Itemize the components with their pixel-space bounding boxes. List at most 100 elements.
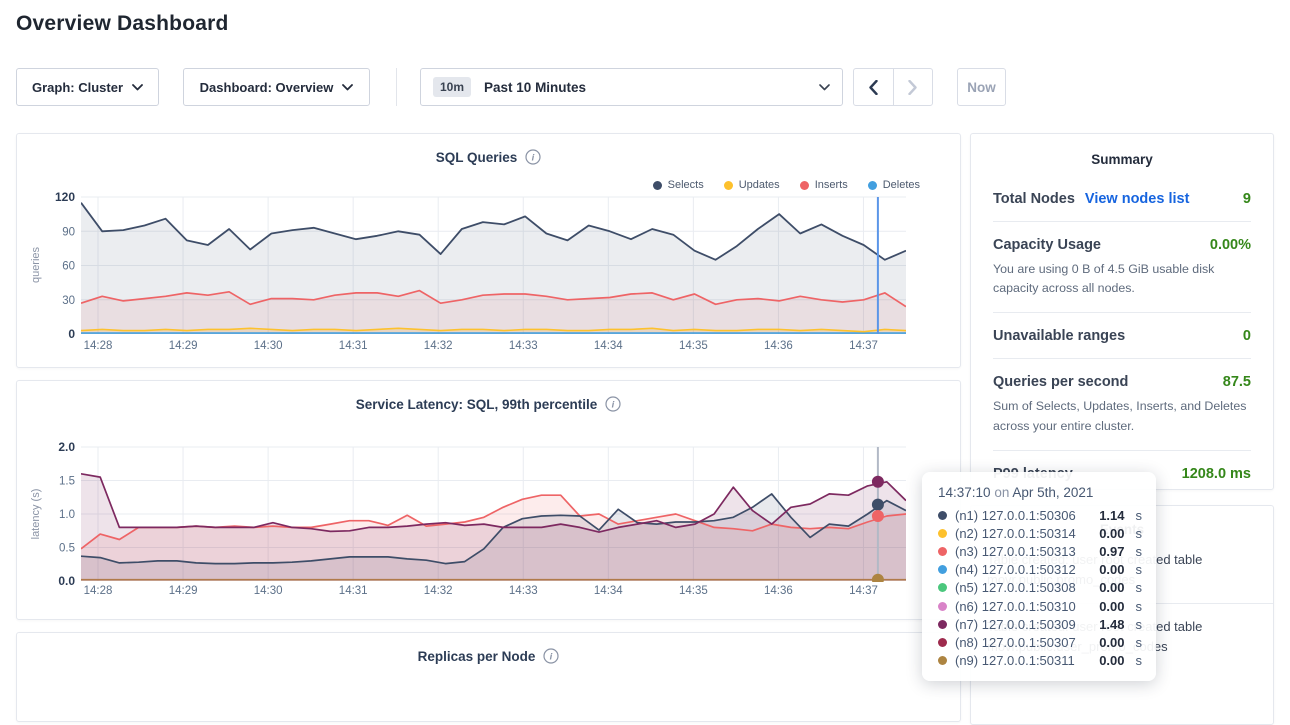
- summary-label: Total Nodes: [993, 191, 1075, 207]
- summary-value: 0: [1242, 328, 1251, 345]
- summary-label: Capacity Usage: [993, 237, 1101, 253]
- summary-title: Summary: [1091, 152, 1153, 167]
- node-latency-value: 0.00: [1099, 653, 1125, 669]
- svg-text:i: i: [532, 152, 535, 163]
- svg-text:14:37: 14:37: [849, 340, 878, 352]
- legend-label: Selects: [667, 179, 704, 191]
- time-step-buttons: [853, 68, 933, 106]
- node-color-dot: [938, 528, 947, 538]
- info-icon[interactable]: i: [525, 149, 541, 165]
- tooltip-node-row: (n9) 127.0.0.1:50311 0.00 s: [938, 652, 1142, 670]
- graph-selector-label: Graph: Cluster: [31, 79, 123, 95]
- svg-text:30: 30: [62, 295, 75, 307]
- previous-time-button[interactable]: [854, 69, 893, 105]
- chevron-right-icon: [908, 79, 917, 95]
- node-color-dot: [938, 510, 947, 520]
- node-address: (n8) 127.0.0.1:50307: [955, 634, 1076, 650]
- svg-text:latency (s): latency (s): [30, 489, 42, 540]
- tooltip-node-row: (n5) 127.0.0.1:50308 0.00 s: [938, 579, 1142, 597]
- node-latency-unit: s: [1135, 653, 1143, 669]
- service-latency-chart[interactable]: 0.0 0.5 1.0 1.5 2.0 14:28 14:29 14:30 14:31 14:32…: [17, 381, 960, 619]
- chart-title-text: Service Latency: SQL, 99th percentile: [355, 396, 598, 412]
- tooltip-node-row: (n4) 127.0.0.1:50312 0.00 s: [938, 561, 1142, 579]
- tooltip-node-row: (n7) 127.0.0.1:50309 1.48 s: [938, 615, 1142, 633]
- svg-text:14:34: 14:34: [594, 585, 623, 597]
- chevron-down-icon: [819, 83, 830, 91]
- service-latency-card: Service Latency: SQL, 99th percentile i …: [16, 380, 961, 620]
- time-range-badge: 10m: [433, 77, 472, 97]
- svg-text:14:32: 14:32: [424, 585, 453, 597]
- chevron-down-icon: [342, 83, 354, 91]
- summary-caption: You are using 0 B of 4.5 GiB usable disk…: [993, 262, 1215, 296]
- svg-text:14:30: 14:30: [254, 585, 283, 597]
- svg-text:14:28: 14:28: [84, 585, 113, 597]
- view-nodes-link[interactable]: View nodes list: [1084, 191, 1190, 207]
- legend-item-selects[interactable]: Selects: [652, 179, 704, 191]
- svg-text:14:35: 14:35: [679, 340, 708, 352]
- time-range-label: Past 10 Minutes: [484, 79, 587, 95]
- node-latency-value: 0.97: [1099, 543, 1125, 559]
- sql-queries-chart[interactable]: 0 30 60 90 120 14:28 14:29 14:30 14:31 14:32 14:33…: [17, 134, 960, 367]
- chevron-down-icon: [132, 83, 143, 91]
- legend-dot: [723, 180, 733, 190]
- replicas-per-node-title: Replicas per Node i: [17, 648, 960, 664]
- svg-text:i: i: [550, 651, 553, 662]
- svg-text:14:31: 14:31: [339, 585, 368, 597]
- chart-legend: Selects Updates Inserts Deletes: [652, 179, 920, 191]
- chevron-left-icon: [869, 79, 878, 95]
- svg-text:90: 90: [62, 226, 75, 238]
- summary-label: Unavailable ranges: [993, 328, 1126, 345]
- time-range-dropdown[interactable]: 10m Past 10 Minutes: [420, 68, 843, 106]
- svg-text:14:36: 14:36: [764, 340, 793, 352]
- svg-text:14:32: 14:32: [424, 340, 453, 352]
- node-address: (n9) 127.0.0.1:50311: [955, 653, 1075, 669]
- summary-row: Capacity Usage 0.00% You are using 0 B of …: [993, 222, 1251, 314]
- svg-text:queries: queries: [30, 246, 42, 283]
- chart-title-text: Replicas per Node: [417, 648, 536, 664]
- node-latency-value: 0.00: [1099, 598, 1125, 614]
- tooltip-timestamp: 14:37:10 on Apr 5th, 2021: [938, 485, 1094, 500]
- tooltip-node-row: (n8) 127.0.0.1:50307 0.00 s: [938, 633, 1142, 651]
- legend-item-updates[interactable]: Updates: [723, 179, 780, 191]
- summary-value: 87.5: [1222, 374, 1251, 391]
- legend-dot: [652, 180, 662, 190]
- next-time-button[interactable]: [892, 69, 933, 105]
- svg-text:14:29: 14:29: [169, 585, 198, 597]
- node-color-dot: [938, 601, 947, 611]
- dashboard-selector-label: Dashboard: Overview: [199, 79, 334, 95]
- legend-dot: [867, 180, 877, 190]
- svg-text:14:37: 14:37: [849, 585, 878, 597]
- info-icon[interactable]: i: [543, 648, 559, 664]
- node-latency-unit: s: [1135, 616, 1143, 632]
- now-button[interactable]: Now: [957, 68, 1006, 106]
- summary-label: Queries per second: [993, 374, 1129, 391]
- legend-label: Deletes: [882, 179, 920, 191]
- node-color-dot: [938, 656, 947, 666]
- svg-text:0.5: 0.5: [59, 543, 75, 555]
- svg-text:2.0: 2.0: [58, 440, 75, 454]
- legend-item-inserts[interactable]: Inserts: [799, 179, 848, 191]
- svg-text:14:33: 14:33: [509, 585, 538, 597]
- node-latency-unit: s: [1135, 507, 1143, 523]
- tooltip-node-row: (n2) 127.0.0.1:50314 0.00 s: [938, 524, 1142, 542]
- summary-value: 9: [1242, 191, 1251, 207]
- toolbar-divider: [396, 68, 397, 106]
- svg-text:14:30: 14:30: [254, 340, 283, 352]
- svg-text:14:29: 14:29: [169, 340, 198, 352]
- svg-text:14:36: 14:36: [764, 585, 793, 597]
- legend-item-deletes[interactable]: Deletes: [867, 179, 920, 191]
- legend-label: Inserts: [814, 179, 848, 191]
- node-latency-value: 0.00: [1099, 525, 1125, 541]
- summary-row: Total Nodes View nodes list 9: [993, 176, 1251, 222]
- sql-queries-title: SQL Queries i: [17, 149, 960, 165]
- summary-panel: Summary Total Nodes View nodes list 9 Capac…: [970, 133, 1274, 490]
- info-icon[interactable]: i: [605, 396, 621, 412]
- tooltip-node-row: (n3) 127.0.0.1:50313 0.97 s: [938, 542, 1142, 560]
- page-title: Overview Dashboard: [16, 12, 229, 35]
- dashboard-selector-dropdown[interactable]: Dashboard: Overview: [183, 68, 370, 106]
- node-address: (n6) 127.0.0.1:50310: [955, 598, 1076, 614]
- graph-selector-dropdown[interactable]: Graph: Cluster: [16, 68, 159, 106]
- node-color-dot: [938, 619, 947, 629]
- node-address: (n1) 127.0.0.1:50306: [955, 507, 1076, 523]
- svg-text:1.0: 1.0: [59, 509, 75, 521]
